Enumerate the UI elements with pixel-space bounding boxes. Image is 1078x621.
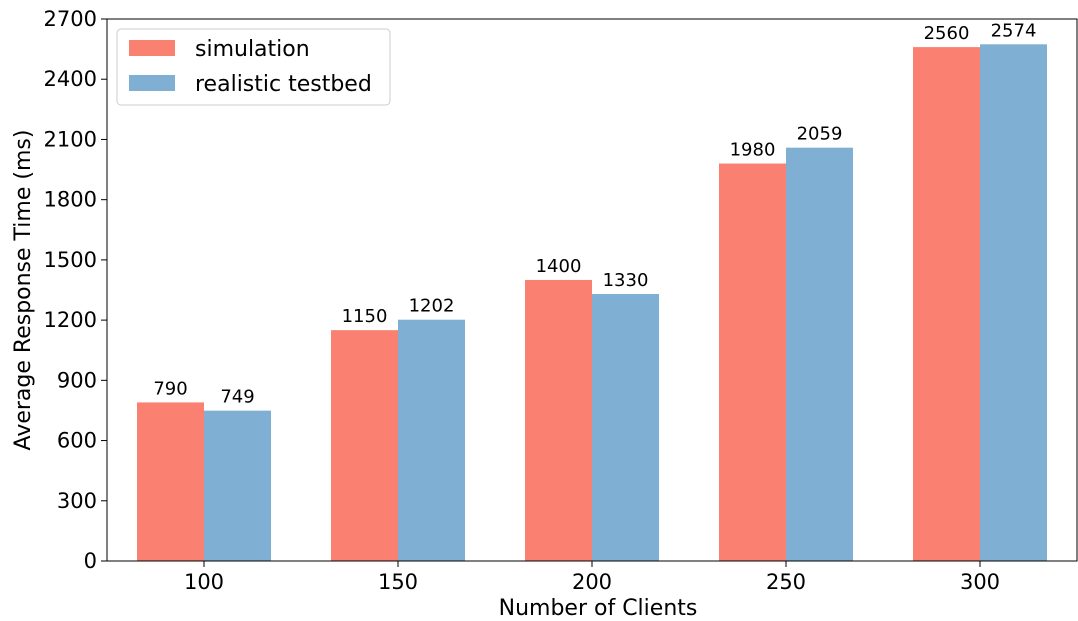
bar-label-simulation-200: 1400 — [536, 256, 582, 277]
bar-label-realistic-testbed-200: 1330 — [603, 270, 649, 291]
bar-realistic-testbed-300 — [980, 44, 1047, 561]
bar-realistic-testbed-250 — [786, 147, 853, 562]
bar-label-realistic-testbed-300: 2574 — [991, 20, 1037, 41]
x-tick-label: 200 — [572, 570, 612, 594]
bars-layer — [137, 44, 1047, 562]
bar-realistic-testbed-150 — [398, 319, 465, 561]
y-tick-label: 300 — [57, 489, 97, 513]
x-tick-label: 250 — [766, 570, 806, 594]
bar-label-realistic-testbed-100: 749 — [220, 387, 254, 408]
y-tick-label: 1200 — [44, 308, 97, 332]
y-tick-label: 1800 — [44, 188, 97, 212]
legend-label-realistic-testbed: realistic testbed — [195, 72, 372, 97]
bar-simulation-100 — [137, 402, 204, 561]
legend-swatch-realistic-testbed — [129, 75, 175, 91]
legend-label-simulation: simulation — [195, 37, 310, 62]
legend-box — [116, 28, 391, 106]
bar-label-simulation-250: 1980 — [730, 140, 776, 161]
x-tick-label: 150 — [378, 570, 418, 594]
bar-realistic-testbed-100 — [204, 410, 271, 561]
bar-simulation-250 — [719, 163, 786, 562]
y-tick-label: 1500 — [44, 248, 97, 272]
y-tick-label: 2400 — [44, 67, 97, 91]
y-axis-ticks: 0 300 600 900 1200 1500 1800 2100 2400 2700 — [44, 7, 107, 573]
x-tick-label: 300 — [960, 570, 1000, 594]
y-tick-label: 0 — [84, 549, 97, 573]
y-tick-label: 2100 — [44, 127, 97, 151]
bar-simulation-300 — [913, 47, 980, 562]
y-tick-label: 600 — [57, 429, 97, 453]
bar-realistic-testbed-200 — [592, 294, 659, 561]
y-axis-label: Average Response Time (ms) — [11, 130, 36, 451]
x-axis-ticks: 100 150 200 250 300 — [184, 561, 1000, 594]
bar-label-simulation-150: 1150 — [342, 306, 388, 327]
legend: simulation realistic testbed — [116, 28, 391, 106]
bar-label-realistic-testbed-150: 1202 — [409, 296, 455, 317]
bar-label-simulation-100: 790 — [153, 378, 187, 399]
bar-label-simulation-300: 2560 — [924, 23, 970, 44]
bar-simulation-150 — [331, 330, 398, 561]
bar-simulation-200 — [525, 279, 592, 561]
y-tick-label: 2700 — [44, 7, 97, 31]
bar-value-labels: 790 749 1150 1202 1400 1330 1980 2059 2560 2574 — [153, 20, 1036, 407]
y-tick-label: 900 — [57, 368, 97, 392]
x-tick-label: 100 — [184, 570, 224, 594]
bar-label-realistic-testbed-250: 2059 — [797, 124, 843, 145]
legend-swatch-simulation — [129, 40, 175, 56]
x-axis-label: Number of Clients — [499, 596, 698, 621]
